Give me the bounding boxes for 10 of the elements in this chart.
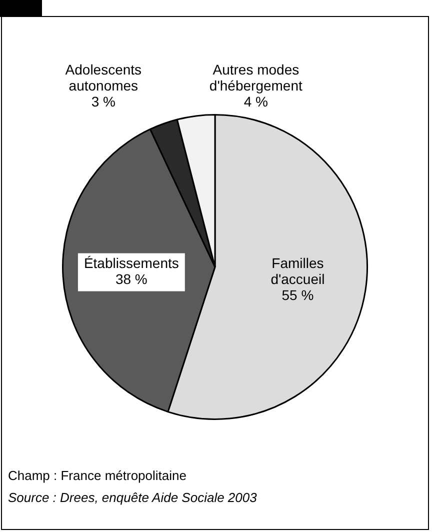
slice-label: Adolescents autonomes: [65, 62, 142, 94]
data-label: 38 %: [115, 271, 148, 288]
slice-label: Familles d'accueil: [270, 254, 325, 287]
data-label: 4 %: [244, 94, 268, 110]
data-label: 3 %: [91, 94, 116, 110]
slice-label: Autres modes d'hébergement: [209, 62, 303, 94]
data-label: 55 %: [282, 286, 314, 303]
text: Champ : France métropolitaine: [8, 468, 186, 483]
slice-label: Établissements: [84, 255, 179, 272]
source-note: Source : Drees, enquête Aide Sociale 2003: [8, 490, 257, 505]
